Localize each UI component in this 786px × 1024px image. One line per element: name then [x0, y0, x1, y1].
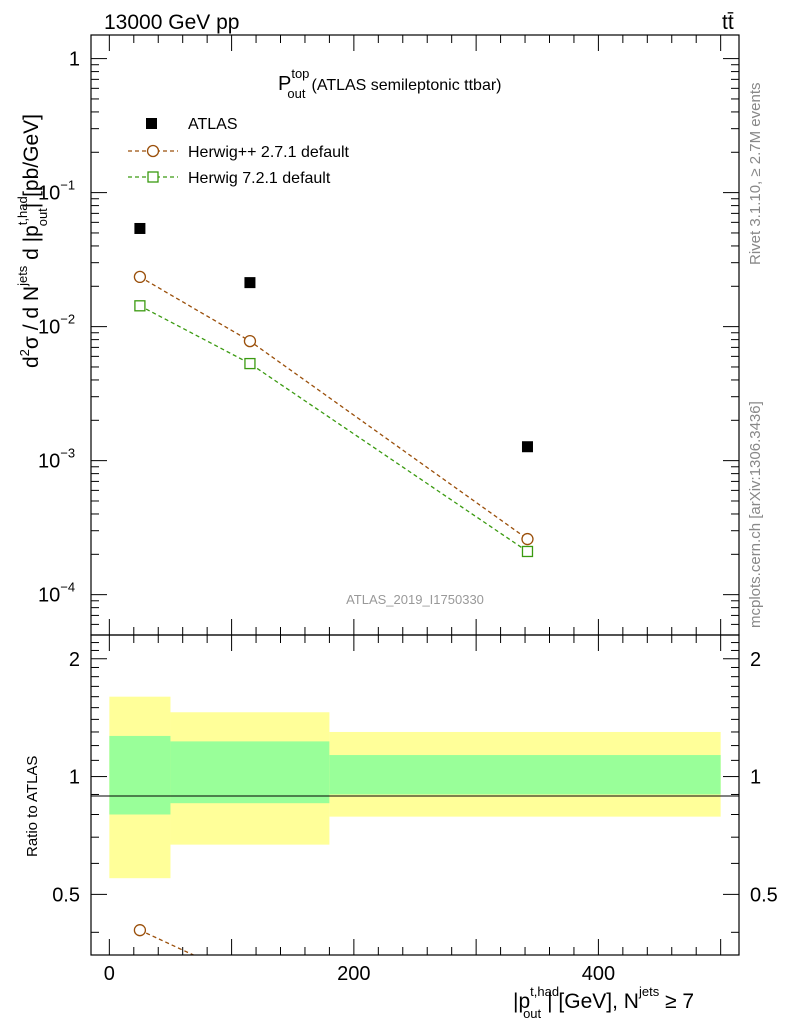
ratio-band-stat — [170, 741, 330, 804]
main-ytick-label: 10−3 — [38, 446, 75, 473]
energy-label: 13000 GeV pp — [104, 11, 239, 34]
ratio-herwigpp-line — [139, 929, 194, 956]
main-axis-ticks: 1 10−1 10−2 10−3 10−4 — [38, 35, 739, 636]
ratio-xtick-label: 400 — [582, 963, 615, 985]
ratio-bands — [109, 696, 721, 879]
ratio-ytick-label: 0.5 — [52, 884, 80, 906]
ratio-series — [133, 924, 194, 956]
ratio-ytick-label-right: 1 — [750, 767, 761, 789]
main-panel: 1 10−1 10−2 10−3 10−4 Ptop out (ATLAS semilept… — [15, 34, 740, 636]
herwig7-point — [134, 300, 146, 312]
main-series-lines — [139, 276, 528, 553]
plot-title: Ptop out (ATLAS semileptonic ttbar) — [278, 66, 502, 101]
atlas-point — [521, 441, 533, 453]
atlas-point — [134, 222, 146, 234]
rivet-label: Rivet 3.1.10, ≥ 2.7M events — [747, 83, 764, 266]
watermark: ATLAS_2019_I1750330 — [346, 592, 484, 607]
legend-label-herwig7: Herwig 7.2.1 default — [188, 170, 331, 187]
herwigpp-point — [133, 270, 147, 284]
main-ytick-label: 10−1 — [38, 178, 75, 205]
ratio-ytick-label: 2 — [69, 649, 80, 671]
ratio-panel: 2 2 1 1 0.5 0.5 0 200 400 Ratio to ATLAS |pt,had… — [24, 634, 778, 1021]
main-ylabel: d2σ / d Njets d |pt,had out| [pb/GeV] — [15, 114, 50, 368]
ratio-band-stat — [109, 735, 171, 815]
ratio-ytick-label: 1 — [69, 767, 80, 789]
legend-label-atlas: ATLAS — [188, 116, 238, 133]
ratio-ytick-label-right: 0.5 — [750, 884, 778, 906]
main-data-points — [133, 222, 534, 558]
main-ytick-label: 1 — [69, 49, 80, 71]
legend-marker-herwig7 — [147, 171, 159, 183]
ratio-axis-ticks: 2 2 1 1 0.5 0.5 0 200 400 — [52, 635, 778, 985]
legend-marker-atlas — [146, 118, 157, 129]
herwigpp-point — [243, 334, 257, 348]
ratio-frame — [90, 634, 740, 956]
source-label: mcplots.cern.ch [arXiv:1306.3436] — [747, 401, 764, 628]
main-ytick-label: 10−2 — [38, 312, 75, 339]
ratio-ylabel: Ratio to ATLAS — [24, 756, 41, 857]
legend-marker-herwigpp — [146, 144, 160, 158]
ratio-xtick-label: 200 — [337, 963, 370, 985]
ratio-xlabel: |pt,had out| [GeV], Njets ≥ 7 — [513, 984, 694, 1021]
ratio-herwigpp-point — [133, 924, 147, 937]
main-ytick-label: 10−4 — [38, 580, 75, 607]
herwig7-point — [521, 545, 534, 558]
herwig7-point — [244, 357, 256, 370]
herwigpp-point — [521, 532, 534, 546]
series-line-2 — [139, 305, 528, 553]
legend-label-herwigpp: Herwig++ 2.7.1 default — [188, 144, 350, 161]
ratio-ytick-label-right: 2 — [750, 649, 761, 671]
process-label: tt̄ — [722, 11, 734, 34]
atlas-point — [244, 277, 256, 289]
series-line-1 — [139, 276, 528, 540]
legend: ATLAS Herwig++ 2.7.1 default Herwig 7.2.… — [128, 116, 350, 187]
ratio-band-stat — [329, 755, 721, 795]
ratio-xtick-label: 0 — [104, 963, 115, 985]
